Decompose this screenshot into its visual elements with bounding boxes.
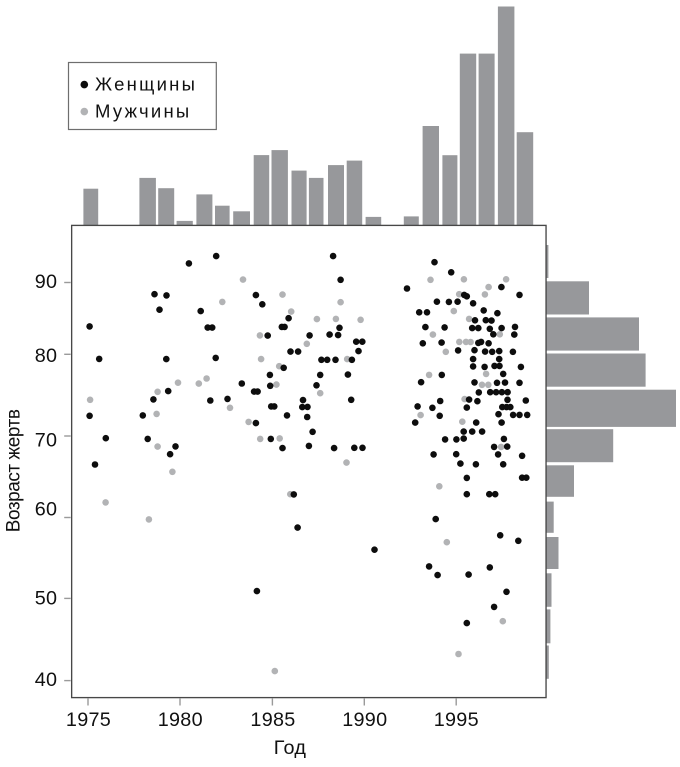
svg-text:Год: Год xyxy=(274,737,307,759)
svg-text:Женщины: Женщины xyxy=(95,73,197,94)
svg-text:50: 50 xyxy=(35,587,58,609)
svg-text:1995: 1995 xyxy=(434,709,479,731)
svg-text:1990: 1990 xyxy=(342,709,387,731)
svg-text:Мужчины: Мужчины xyxy=(95,100,191,121)
svg-text:1975: 1975 xyxy=(66,709,111,731)
svg-text:60: 60 xyxy=(35,499,58,521)
svg-text:70: 70 xyxy=(35,429,58,451)
svg-text:1980: 1980 xyxy=(158,709,203,731)
svg-text:Возраст жертв: Возраст жертв xyxy=(4,409,25,532)
svg-text:80: 80 xyxy=(35,345,58,367)
svg-text:90: 90 xyxy=(35,271,58,293)
svg-text:1985: 1985 xyxy=(250,709,295,731)
svg-text:40: 40 xyxy=(35,669,58,691)
